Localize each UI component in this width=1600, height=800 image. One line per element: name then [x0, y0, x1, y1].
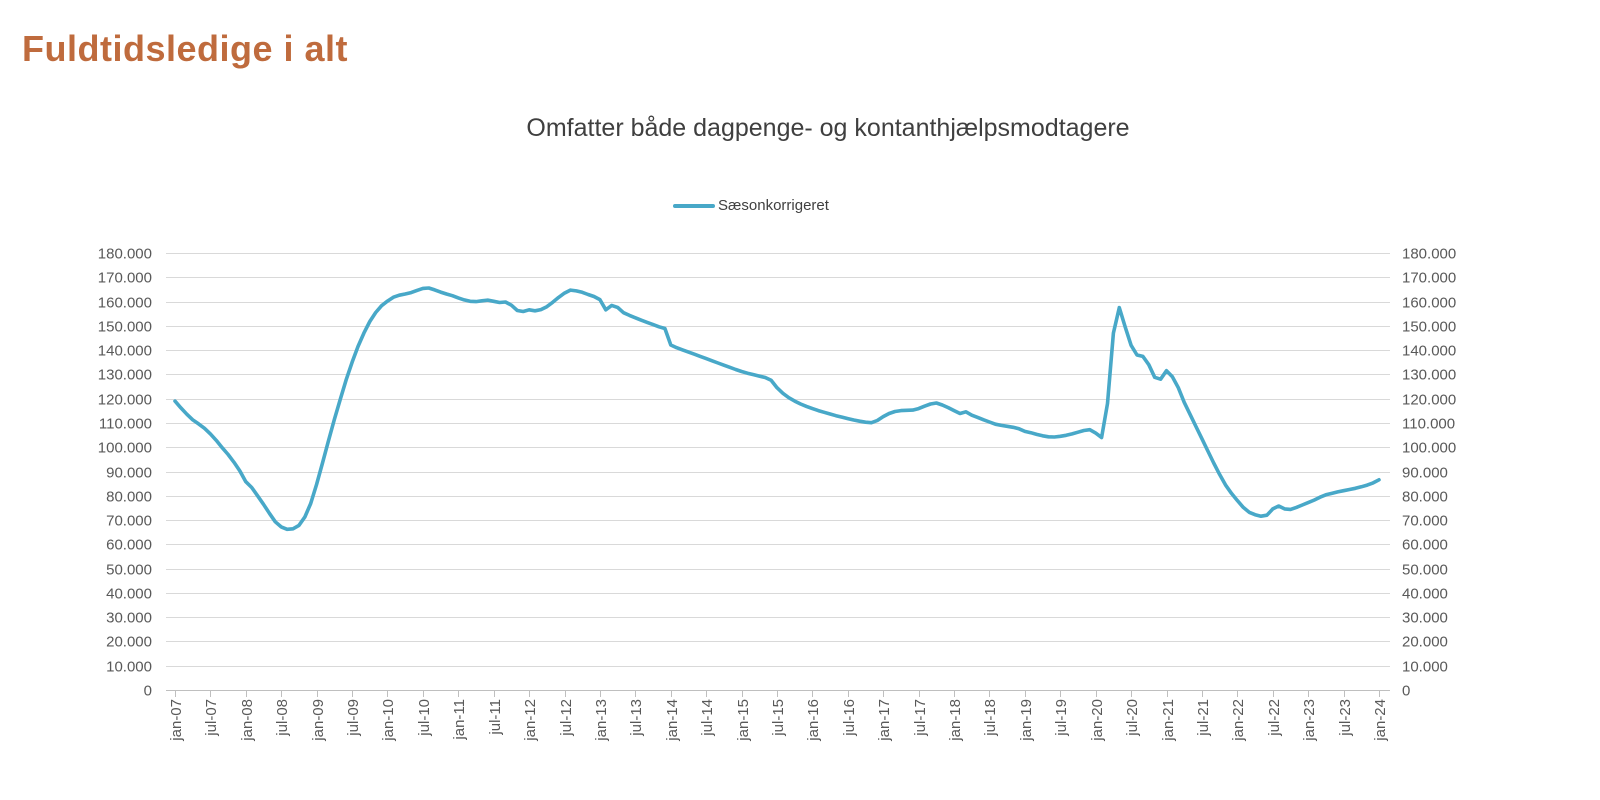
x-axis-label: jul-15 [770, 699, 787, 737]
x-axis-label: jul-11 [487, 699, 504, 736]
x-axis-label: jul-20 [1124, 699, 1141, 737]
y-axis-label-left: 60.000 [106, 537, 152, 554]
y-axis-label-left: 180.000 [98, 246, 152, 263]
y-axis-label-left: 90.000 [106, 465, 152, 482]
x-axis-label: jan-20 [1089, 699, 1106, 742]
y-axis-label-right: 120.000 [1402, 392, 1456, 409]
x-axis-label: jan-09 [310, 699, 327, 742]
x-axis-label: jan-12 [522, 699, 539, 742]
y-axis-label-left: 160.000 [98, 295, 152, 312]
y-axis-label-right: 140.000 [1402, 343, 1456, 360]
series-line-saesonkorrigeret [173, 286, 1381, 532]
x-axis-label: jul-13 [628, 699, 645, 737]
y-axis-label-right: 50.000 [1402, 562, 1448, 579]
x-axis-label: jan-08 [239, 699, 256, 742]
y-axis-label-right: 170.000 [1402, 270, 1456, 287]
x-axis-label: jul-21 [1195, 699, 1212, 737]
x-axis-label: jan-14 [664, 699, 681, 742]
legend-label: Sæsonkorrigeret [718, 197, 829, 214]
y-axis-label-right: 40.000 [1402, 586, 1448, 603]
x-axis-label: jan-10 [380, 699, 397, 742]
y-axis-label-right: 90.000 [1402, 465, 1448, 482]
x-axis-label: jan-17 [876, 699, 893, 742]
x-axis-label: jul-07 [203, 699, 220, 737]
y-axis-label-right: 150.000 [1402, 319, 1456, 336]
y-axis-label-left: 130.000 [98, 367, 152, 384]
x-axis-label: jul-22 [1266, 699, 1283, 737]
y-axis-label-left: 150.000 [98, 319, 152, 336]
x-axis-label: jul-19 [1053, 699, 1070, 737]
x-axis-label: jul-12 [558, 699, 575, 737]
x-axis-label: jul-18 [982, 699, 999, 737]
y-axis-label-left: 50.000 [106, 562, 152, 579]
y-axis-label-right: 10.000 [1402, 659, 1448, 676]
y-axis-label-right: 80.000 [1402, 489, 1448, 506]
x-axis-label: jan-23 [1301, 699, 1318, 742]
legend-line-swatch [673, 203, 716, 208]
x-axis-label: jul-10 [416, 699, 433, 737]
legend: Sæsonkorrigeret [166, 197, 1336, 214]
y-axis-label-right: 60.000 [1402, 537, 1448, 554]
x-axis-label: jan-21 [1160, 699, 1177, 742]
x-axis-label: jan-16 [805, 699, 822, 742]
y-axis-label-left: 0 [144, 683, 152, 700]
y-axis-label-right: 160.000 [1402, 295, 1456, 312]
x-axis-label: jul-16 [841, 699, 858, 737]
x-axis-label: jul-08 [274, 699, 291, 737]
y-axis-label-left: 30.000 [106, 610, 152, 627]
y-axis-label-right: 70.000 [1402, 513, 1448, 530]
y-axis-label-left: 10.000 [106, 659, 152, 676]
page-title: Fuldtidsledige i alt [22, 28, 349, 69]
y-axis-label-left: 20.000 [106, 634, 152, 651]
y-axis-label-left: 120.000 [98, 392, 152, 409]
x-axis-label: jul-09 [345, 699, 362, 737]
x-axis-label: jan-13 [593, 699, 610, 742]
y-axis-label-left: 70.000 [106, 513, 152, 530]
y-axis-label-right: 30.000 [1402, 610, 1448, 627]
y-axis-label-right: 100.000 [1402, 440, 1456, 457]
x-axis-label: jan-24 [1372, 699, 1389, 742]
y-axis-label-left: 110.000 [99, 416, 152, 433]
x-axis-label: jan-15 [735, 699, 752, 742]
x-axis-label: jan-11 [451, 699, 468, 741]
y-axis-label-left: 170.000 [98, 270, 152, 287]
x-axis-label: jan-22 [1230, 699, 1247, 742]
y-axis-label-left: 140.000 [98, 343, 152, 360]
y-axis-label-right: 130.000 [1402, 367, 1456, 384]
y-axis-label-right: 0 [1402, 683, 1410, 700]
x-axis-label: jan-07 [168, 699, 185, 742]
y-axis-label-left: 100.000 [98, 440, 152, 457]
x-axis-label: jul-23 [1337, 699, 1354, 737]
chart-title: Omfatter både dagpenge- og kontanthjælps… [526, 114, 1130, 142]
x-axis-label: jul-17 [912, 699, 929, 737]
x-axis-label: jul-14 [699, 699, 716, 737]
y-axis-label-right: 180.000 [1402, 246, 1456, 263]
x-axis-label: jan-19 [1018, 699, 1035, 742]
y-axis-label-right: 20.000 [1402, 634, 1448, 651]
x-axis-label: jan-18 [947, 699, 964, 742]
y-axis-label-right: 110.000 [1402, 416, 1455, 433]
y-axis-label-left: 40.000 [106, 586, 152, 603]
y-axis-label-left: 80.000 [106, 489, 152, 506]
